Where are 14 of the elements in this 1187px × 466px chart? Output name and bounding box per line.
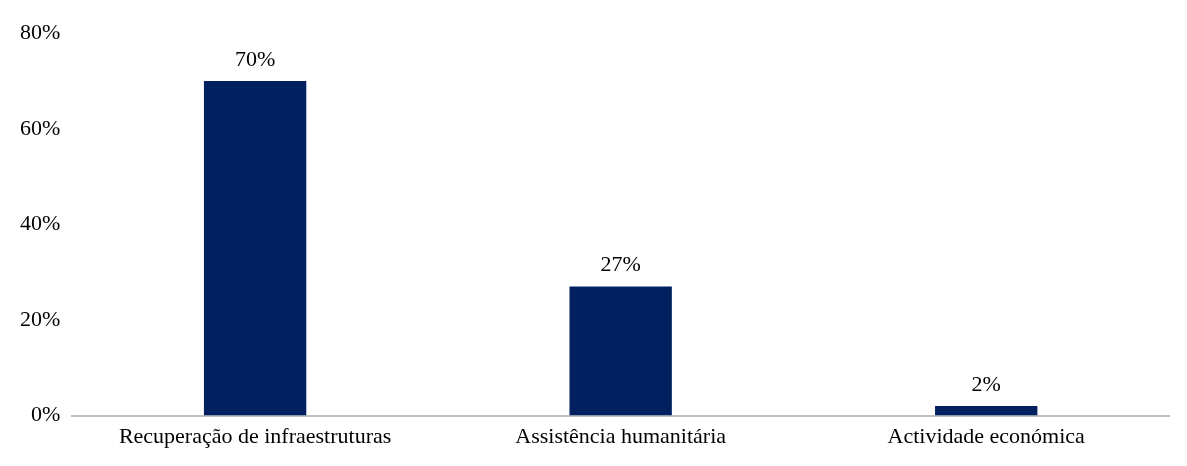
y-tick-label: 0% — [31, 401, 61, 427]
x-tick-label: Recuperação de infraestruturas — [118, 422, 392, 448]
data-label: 2% — [971, 370, 1001, 396]
y-tick-label: 40% — [20, 210, 61, 236]
data-label: 70% — [234, 45, 276, 71]
y-tick-label: 60% — [20, 114, 61, 140]
bar — [569, 286, 672, 416]
bar — [203, 81, 307, 416]
bar — [935, 406, 1038, 416]
x-tick-label: Assistência humanitária — [515, 422, 727, 448]
y-tick-label: 20% — [20, 305, 61, 331]
data-label: 27% — [600, 251, 641, 277]
x-tick-label: Actividade económica — [887, 422, 1086, 448]
y-tick-label: 80% — [20, 18, 61, 44]
